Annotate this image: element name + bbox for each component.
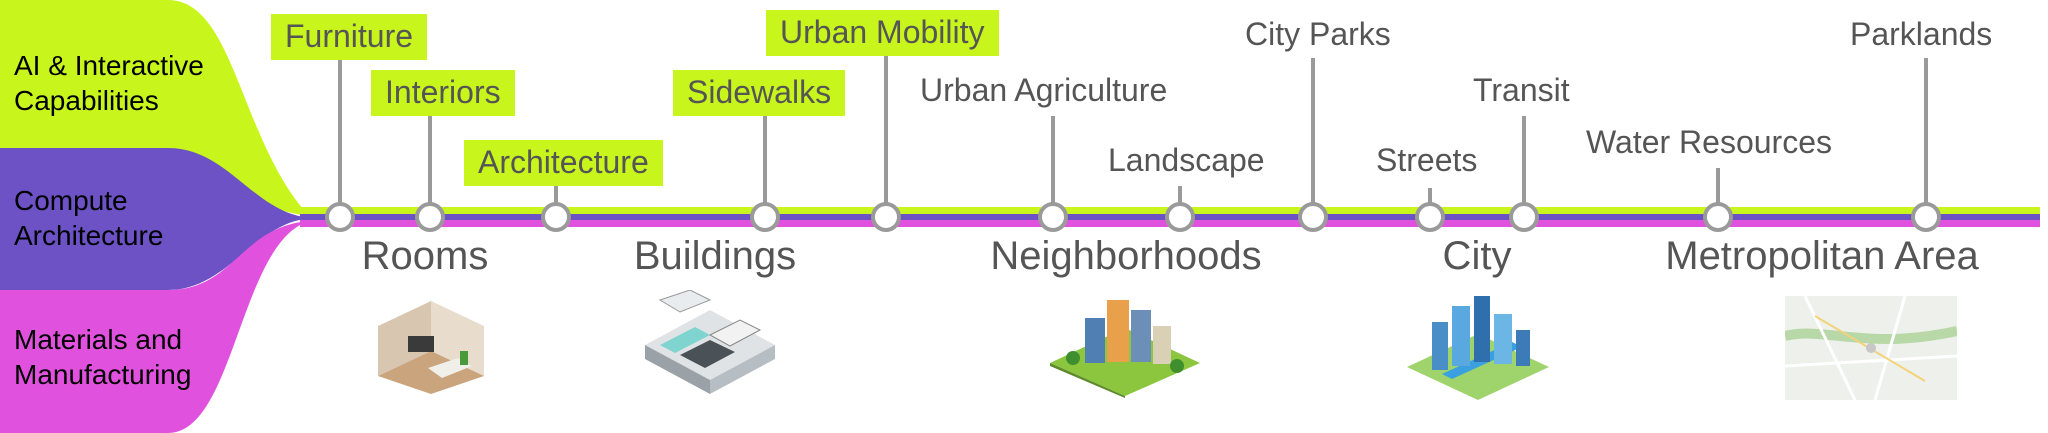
scale-label-metropolitan-area: Metropolitan Area: [1665, 234, 1979, 278]
metropolitan-map-image: [1785, 296, 1957, 400]
milestone-label-water-resources: Water Resources: [1586, 124, 1832, 160]
milestone-node-2: [541, 202, 571, 232]
milestone-label-streets: Streets: [1376, 142, 1478, 178]
milestone-label-interiors: Interiors: [371, 70, 515, 116]
category-ai-line2: Capabilities: [14, 85, 159, 116]
milestone-node-5: [1038, 202, 1068, 232]
milestone-label-landscape: Landscape: [1108, 142, 1265, 178]
scale-label-rooms: Rooms: [361, 234, 489, 278]
category-materials-line1: Materials and: [14, 324, 183, 355]
milestone-node-1: [415, 202, 445, 232]
milestone-label-city-parks: City Parks: [1245, 16, 1391, 52]
neighborhood-blocks-image: [1050, 300, 1200, 398]
milestone-node-9: [1509, 202, 1539, 232]
milestone-node-10: [1703, 202, 1733, 232]
milestone-node-0: [325, 202, 355, 232]
milestone-label-parklands: Parklands: [1850, 16, 1993, 52]
milestone-label-architecture: Architecture: [464, 140, 663, 186]
milestone-label-furniture: Furniture: [271, 14, 428, 60]
category-compute-line2: Architecture: [14, 220, 164, 251]
band-materials-manufacturing: [0, 221, 310, 433]
category-materials-manufacturing: Materials and Manufacturing: [14, 322, 191, 392]
scale-label-city: City: [1442, 234, 1512, 278]
category-compute-line1: Compute: [14, 185, 128, 216]
category-materials-line2: Manufacturing: [14, 359, 192, 390]
building-floorplan-image: [645, 290, 775, 394]
band-compute-architecture: [0, 148, 315, 290]
milestone-label-sidewalks: Sidewalks: [673, 70, 846, 116]
milestone-node-6: [1165, 202, 1195, 232]
milestone-node-7: [1298, 202, 1328, 232]
category-ai-line1: AI & Interactive: [14, 50, 204, 81]
category-ai-interactive: AI & Interactive Capabilities: [14, 48, 204, 118]
milestone-label-transit: Transit: [1473, 72, 1570, 108]
scale-label-buildings: Buildings: [633, 234, 797, 278]
milestone-label-urban-agriculture: Urban Agriculture: [920, 72, 1168, 108]
scale-label-neighborhoods: Neighborhoods: [990, 234, 1262, 278]
milestone-node-8: [1415, 202, 1445, 232]
milestone-label-urban-mobility: Urban Mobility: [766, 10, 999, 56]
room-interior-image: [378, 301, 484, 394]
category-compute-architecture: Compute Architecture: [14, 183, 163, 253]
milestone-node-11: [1911, 202, 1941, 232]
city-skyline-image: [1407, 296, 1549, 400]
milestone-node-4: [871, 202, 901, 232]
milestone-node-3: [750, 202, 780, 232]
